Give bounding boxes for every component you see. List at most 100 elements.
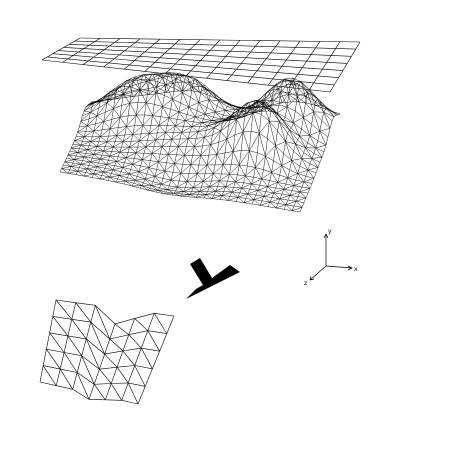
mesh-edge [210,130,221,145]
mesh-edge [214,122,223,128]
mesh-edge [214,154,218,165]
mesh-edge [307,188,311,194]
mesh-edge [167,185,170,190]
mesh-edge [285,141,296,145]
patch-edge [67,335,87,340]
mesh-edge [185,75,196,80]
mesh-edge [125,180,133,187]
mesh-edge [109,151,112,157]
mesh-edge [170,75,174,84]
mesh-edge [290,80,300,85]
mesh-edge [143,179,146,183]
mesh-edge [206,127,215,131]
mesh-edge [207,94,217,99]
mesh-edge [123,80,134,94]
mesh-edge [242,113,246,133]
mesh-edge [167,186,178,190]
patch-edge [128,318,135,335]
mesh-edge [80,115,83,122]
mesh-edge [221,195,229,201]
mesh-edge [257,93,267,102]
mesh-edge [272,109,280,122]
mesh-edge [121,171,130,175]
mesh-edge [181,132,189,139]
mesh-edge [128,77,137,83]
mesh-edge [146,92,157,103]
mesh-edge [303,176,307,182]
mesh-edge [313,111,321,132]
mesh-edge [106,160,109,165]
mesh-edge [103,112,106,122]
mesh-edge [211,194,215,199]
mesh-edge [319,131,327,146]
mesh-edge [298,81,302,85]
mesh-edge [93,173,101,180]
mesh-edge [116,85,119,90]
mesh-edge [206,155,210,166]
mesh-edge [75,171,78,175]
mesh-edge [108,128,111,137]
mesh-edge [77,171,85,177]
mesh-edge [114,165,123,168]
mesh-edge [220,125,229,132]
mesh-edge [172,99,180,113]
mesh-edge [250,100,257,109]
mesh-edge [158,116,162,126]
mesh-edge [90,112,98,116]
mesh-edge [130,134,134,142]
mesh-edge [168,111,180,119]
mesh-edge [297,169,308,174]
mesh-edge [113,89,122,95]
mesh-edge [238,102,247,110]
mesh-edge [69,166,72,170]
patch-edge [81,338,87,356]
mesh-edge [291,160,299,174]
mesh-edge [156,84,165,88]
mesh-edge [146,81,157,87]
mesh-edge [283,153,292,161]
mesh-edge [157,190,165,194]
mesh-edge [184,146,195,156]
mesh-edge [218,98,221,102]
mesh-edge [106,97,116,103]
mesh-edge [213,164,224,174]
mesh-edge [108,135,117,137]
patch-edge [137,386,146,405]
mesh-edge [185,75,193,88]
mesh-edge [261,169,264,179]
mesh-edge [165,76,168,85]
mesh-edge [170,179,178,188]
mesh-edge [108,89,117,96]
patch-edge [56,385,73,390]
mesh-edge [291,190,300,193]
mesh-edge [204,134,213,138]
mesh-edge [197,191,200,195]
mesh-edge [257,133,260,153]
mesh-edge [273,102,283,105]
mesh-edge [95,170,104,173]
patch-edge [49,316,54,333]
mesh-edge [211,173,214,182]
mesh-edge [74,140,83,142]
mesh-edge [312,99,316,106]
mesh-edge [130,169,139,172]
mesh-edge [264,85,275,101]
mesh-edge [259,201,270,206]
mesh-edge [67,152,78,156]
mesh-edge [196,102,200,111]
mesh-edge [181,126,184,133]
mesh-edge [236,113,246,120]
mesh-edge [287,199,297,202]
z-axis-label: z [304,280,307,287]
mesh-edge [291,185,295,191]
mesh-edge [237,174,246,177]
mesh-edge [263,103,266,107]
mesh-edge [259,114,262,134]
mesh-edge [233,150,242,152]
mesh-edge [118,85,121,87]
mesh-edge [236,102,247,120]
mesh-edge [297,135,300,140]
mesh-edge [279,96,283,103]
mesh-edge [195,78,203,87]
mesh-edge [291,205,295,211]
